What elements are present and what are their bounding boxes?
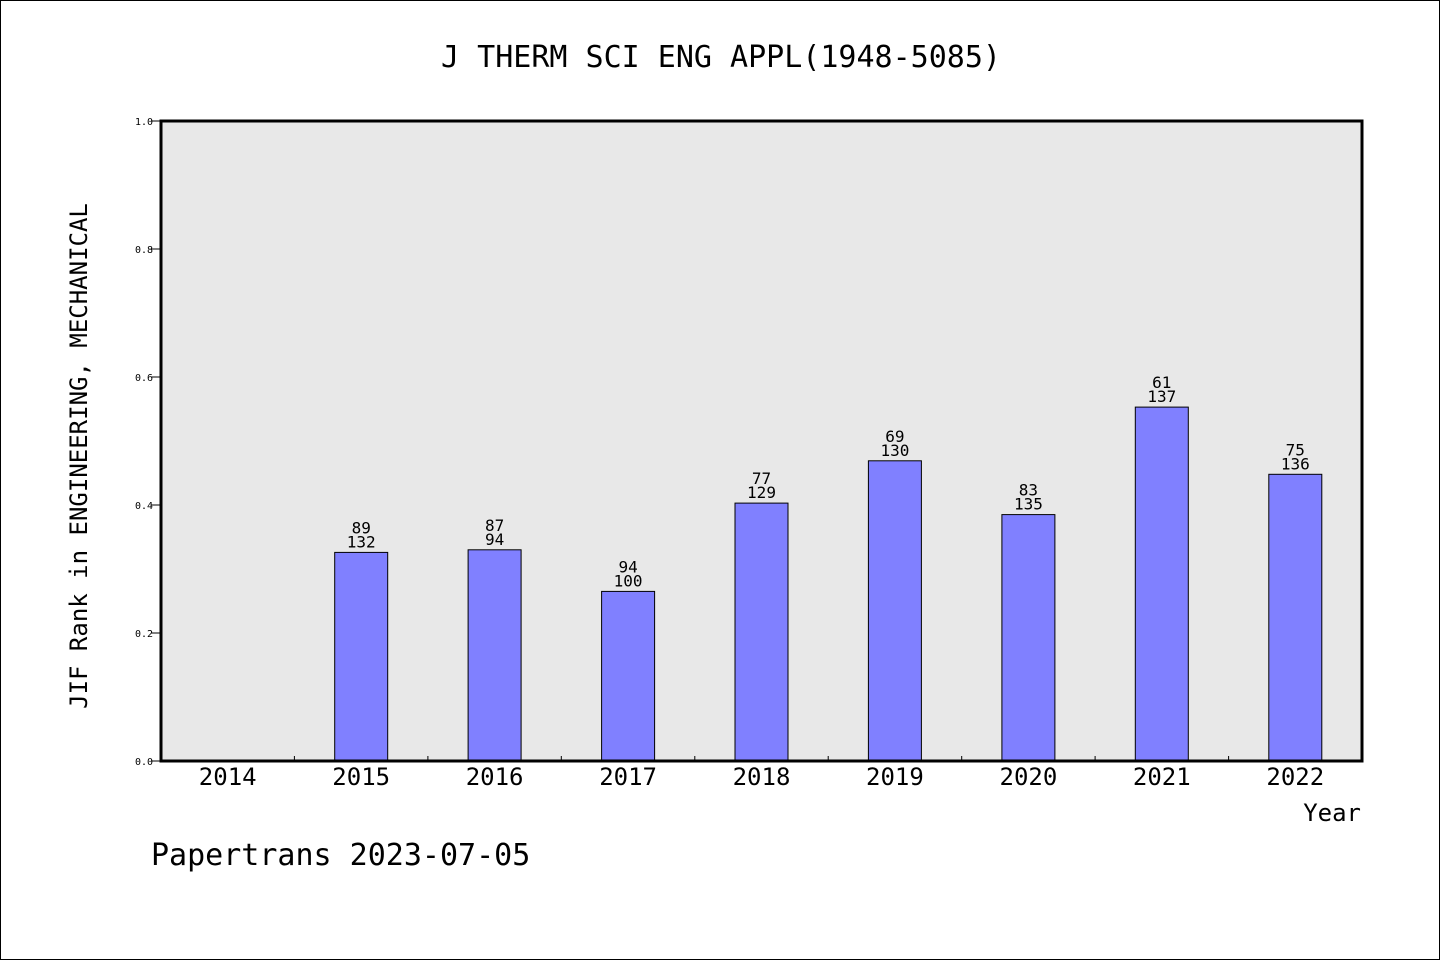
- x-axis-ticks: 2014 2015 2016 2017 2018 2019 2020 2021 2022: [199, 756, 1324, 791]
- bar-2019: [867, 460, 922, 762]
- bar-2020: [1001, 514, 1056, 762]
- bar-label-bottom-2020: 135: [1014, 495, 1043, 514]
- y-tick-label-0.2: 0.2: [135, 629, 153, 640]
- y-tick-label-0.8: 0.8: [135, 245, 153, 256]
- bar-label-top-2016: 87: [485, 516, 504, 535]
- bar-label-bottom-2021: 137: [1147, 387, 1176, 406]
- x-tick-label-2015: 2015: [332, 763, 390, 791]
- bar-2015: [334, 551, 389, 762]
- y-tick-label-0.0: 0.0: [135, 757, 153, 768]
- plot-border: [159, 119, 1364, 763]
- bar-label-bottom-2019: 130: [880, 441, 909, 460]
- footer-credit: Papertrans 2023-07-05: [151, 838, 530, 873]
- y-tick-label-0.4: 0.4: [135, 501, 153, 512]
- y-axis-label: JIF Rank in ENGINEERING, MECHANICAL: [65, 203, 93, 709]
- bar-label-bottom-2015: 132: [347, 532, 376, 551]
- x-tick-label-2017: 2017: [599, 763, 657, 791]
- y-tick-label-1.0: 1.0: [135, 117, 153, 128]
- x-tick-label-2016: 2016: [466, 763, 524, 791]
- bar-label-top-2022: 75: [1286, 440, 1305, 459]
- bar-label-bottom-2016: 94: [485, 530, 504, 549]
- bar-label-top-2017: 94: [618, 557, 637, 576]
- x-tick-label-2014: 2014: [199, 763, 257, 791]
- y-tick-label-0.6: 0.6: [135, 373, 153, 384]
- bar-label-top-2015: 89: [352, 518, 371, 537]
- x-tick-label-2021: 2021: [1133, 763, 1191, 791]
- bars-group: [334, 406, 1323, 762]
- bar-2021: [1134, 406, 1189, 762]
- bar-label-bottom-2018: 129: [747, 483, 776, 502]
- bar-label-top-2018: 77: [752, 469, 771, 488]
- x-tick-label-2020: 2020: [1000, 763, 1058, 791]
- x-axis-label: Year: [1303, 799, 1361, 827]
- bar-label-top-2020: 83: [1019, 481, 1038, 500]
- bar-label-top-2019: 69: [885, 427, 904, 446]
- y-axis-ticks: 0.0 0.2 0.4 0.6 0.8 1.0: [135, 117, 161, 768]
- bar-label-bottom-2022: 136: [1281, 454, 1310, 473]
- bar-2017: [601, 590, 656, 762]
- chart-title: J THERM SCI ENG APPL(1948-5085): [441, 40, 1001, 75]
- bar-2022: [1268, 473, 1323, 762]
- x-tick-label-2019: 2019: [866, 763, 924, 791]
- x-tick-label-2018: 2018: [733, 763, 791, 791]
- bar-2018: [734, 502, 789, 762]
- bar-2016: [467, 549, 522, 762]
- x-tick-label-2022: 2022: [1266, 763, 1324, 791]
- bar-label-bottom-2017: 100: [614, 571, 643, 590]
- bar-label-top-2021: 61: [1152, 373, 1171, 392]
